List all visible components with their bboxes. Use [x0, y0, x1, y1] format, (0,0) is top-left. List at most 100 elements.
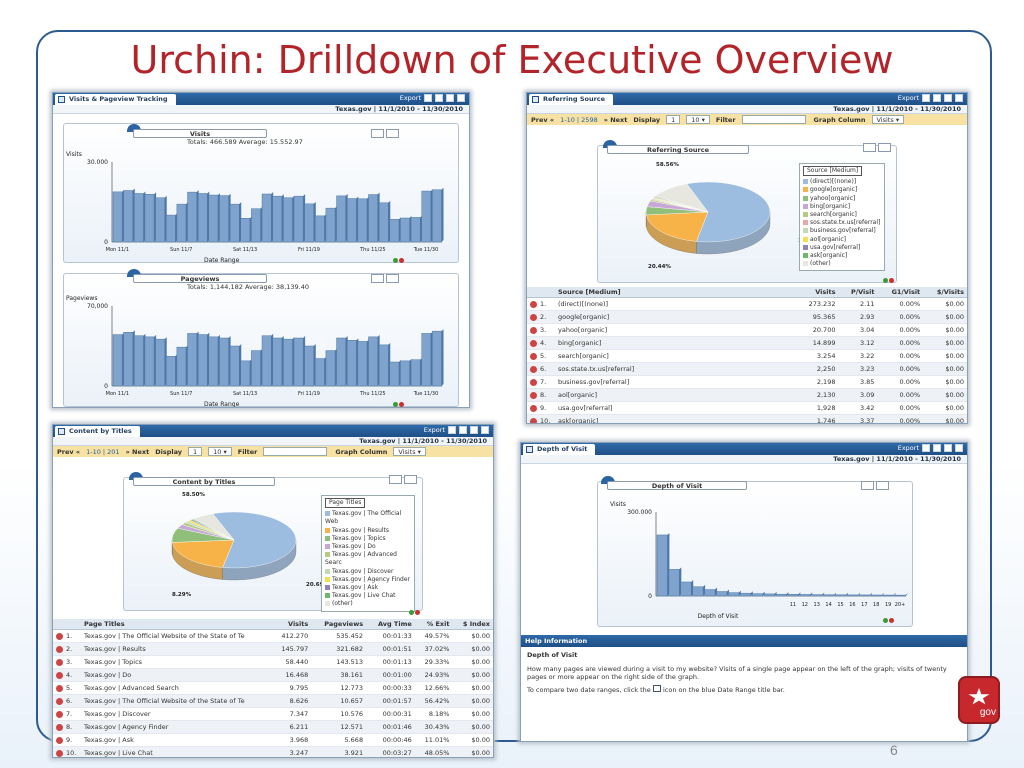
- table-row[interactable]: 9. usa.gov[referral] 1,928 3.42 0.00% $0.00: [527, 401, 967, 415]
- row-label-link[interactable]: aol[organic]: [555, 388, 795, 402]
- row-label-link[interactable]: Texas.gov | The Official Website of the …: [81, 629, 271, 643]
- content-date-range[interactable]: Texas.gov | 11/1/2010 - 11/30/2010: [53, 437, 493, 446]
- export-xml-icon[interactable]: [933, 444, 941, 452]
- row-label-link[interactable]: Texas.gov | Topics: [81, 655, 271, 669]
- row-label-link[interactable]: business.gov[referral]: [555, 375, 795, 389]
- export-button[interactable]: Export: [399, 94, 421, 102]
- visits-tab[interactable]: Visits & Pageview Tracking: [55, 94, 176, 105]
- drilldown-icon[interactable]: [530, 365, 537, 373]
- drilldown-icon[interactable]: [530, 339, 537, 347]
- drilldown-icon[interactable]: [530, 404, 537, 412]
- table-row[interactable]: 1. (direct)[(none)] 273.232 2.11 0.00% $0.00: [527, 297, 967, 311]
- table-row[interactable]: 6. sos.state.tx.us[referral] 2,250 3.23 0.00…: [527, 362, 967, 376]
- table-row[interactable]: 8. Texas.gov | Agency Finder 6.211 12.571 00…: [53, 720, 493, 734]
- pie-chart-icon[interactable]: [389, 475, 402, 484]
- bar-chart-icon[interactable]: [861, 481, 874, 490]
- referring-tab[interactable]: Referring Source: [529, 94, 614, 105]
- column-header[interactable]: $/Visits: [923, 287, 967, 298]
- export-button[interactable]: Export: [423, 426, 445, 434]
- line-chart-icon[interactable]: [876, 481, 889, 490]
- page-input[interactable]: 1: [188, 447, 203, 456]
- table-row[interactable]: 7. business.gov[referral] 2,198 3.85 0.00% $0…: [527, 375, 967, 389]
- row-label-link[interactable]: yahoo[organic]: [555, 323, 795, 337]
- row-label-link[interactable]: ask[organic]: [555, 414, 795, 423]
- row-label-link[interactable]: (direct)[(none)]: [555, 297, 795, 311]
- bar-chart-icon[interactable]: [371, 129, 384, 138]
- export-excel-icon[interactable]: [944, 444, 952, 452]
- table-row[interactable]: 3. Texas.gov | Topics 58.440 143.513 00:01:1…: [53, 655, 493, 669]
- drilldown-icon[interactable]: [530, 313, 537, 321]
- filter-input[interactable]: [263, 447, 328, 456]
- column-header[interactable]: Page Titles: [81, 619, 271, 630]
- depth-date-range[interactable]: Texas.gov | 11/1/2010 - 11/30/2010: [521, 455, 967, 464]
- export-xml-icon[interactable]: [435, 94, 443, 102]
- row-label-link[interactable]: Texas.gov | Agency Finder: [81, 720, 271, 734]
- table-row[interactable]: 2. Texas.gov | Results 145.797 321.682 00:01…: [53, 642, 493, 656]
- print-icon[interactable]: [955, 94, 963, 102]
- line-chart-icon[interactable]: [386, 129, 399, 138]
- drilldown-icon[interactable]: [56, 723, 63, 731]
- drilldown-icon[interactable]: [530, 300, 537, 308]
- next-button[interactable]: » Next: [125, 447, 150, 456]
- row-label-link[interactable]: Texas.gov | Live Chat: [81, 746, 271, 757]
- export-pdf-icon[interactable]: [922, 444, 930, 452]
- drilldown-icon[interactable]: [530, 326, 537, 334]
- drilldown-icon[interactable]: [56, 684, 63, 692]
- drilldown-icon[interactable]: [56, 736, 63, 744]
- drilldown-icon[interactable]: [56, 697, 63, 705]
- next-button[interactable]: » Next: [603, 115, 628, 124]
- table-row[interactable]: 8. aol[organic] 2,130 3.09 0.00% $0.00: [527, 388, 967, 402]
- export-excel-icon[interactable]: [446, 94, 454, 102]
- drilldown-icon[interactable]: [530, 352, 537, 360]
- column-header[interactable]: Avg Time: [366, 619, 415, 630]
- prev-button[interactable]: Prev «: [57, 447, 81, 456]
- export-button[interactable]: Export: [897, 444, 919, 452]
- export-xml-icon[interactable]: [933, 94, 941, 102]
- column-header[interactable]: Source [Medium]: [555, 287, 795, 298]
- bar-chart-icon[interactable]: [878, 143, 891, 152]
- table-row[interactable]: 10. Texas.gov | Live Chat 3.247 3.921 00:03:…: [53, 746, 493, 757]
- table-row[interactable]: 7. Texas.gov | Discover 7.347 10.576 00:00:3…: [53, 707, 493, 721]
- table-row[interactable]: 4. Texas.gov | Do 16.468 38.161 00:01:00 24.9…: [53, 668, 493, 682]
- table-row[interactable]: 10. ask[organic] 1,746 3.37 0.00% $0.00: [527, 414, 967, 423]
- filter-input[interactable]: [741, 115, 806, 124]
- depth-tab[interactable]: Depth of Visit: [523, 444, 596, 455]
- drilldown-icon[interactable]: [56, 710, 63, 718]
- row-label-link[interactable]: Texas.gov | The Official Website of the …: [81, 694, 271, 708]
- drilldown-icon[interactable]: [56, 749, 63, 757]
- row-label-link[interactable]: Texas.gov | Do: [81, 668, 271, 682]
- drilldown-icon[interactable]: [530, 417, 537, 423]
- row-label-link[interactable]: usa.gov[referral]: [555, 401, 795, 415]
- referring-date-range[interactable]: Texas.gov | 11/1/2010 - 11/30/2010: [527, 105, 967, 114]
- content-tab[interactable]: Content by Titles: [55, 426, 140, 437]
- display-select[interactable]: 10 ▾: [208, 447, 232, 456]
- bar-chart-icon[interactable]: [371, 274, 384, 283]
- export-pdf-icon[interactable]: [922, 94, 930, 102]
- pie-chart-icon[interactable]: [863, 143, 876, 152]
- table-row[interactable]: 3. yahoo[organic] 20.700 3.04 0.00% $0.00: [527, 323, 967, 337]
- drilldown-icon[interactable]: [56, 658, 63, 666]
- column-header[interactable]: Visits: [795, 287, 839, 298]
- export-xml-icon[interactable]: [459, 426, 467, 434]
- print-icon[interactable]: [457, 94, 465, 102]
- row-label-link[interactable]: Texas.gov | Results: [81, 642, 271, 656]
- column-header[interactable]: P/Visit: [838, 287, 878, 298]
- page-input[interactable]: 1: [666, 115, 681, 124]
- table-row[interactable]: 1. Texas.gov | The Official Website of th…: [53, 629, 493, 643]
- table-row[interactable]: 4. bing[organic] 14.899 3.12 0.00% $0.00: [527, 336, 967, 350]
- row-label-link[interactable]: sos.state.tx.us[referral]: [555, 362, 795, 376]
- bar-chart-icon[interactable]: [404, 475, 417, 484]
- column-header[interactable]: Visits: [271, 619, 312, 630]
- table-row[interactable]: 9. Texas.gov | Ask 3.968 5.668 00:00:46 11.01…: [53, 733, 493, 747]
- row-label-link[interactable]: search[organic]: [555, 349, 795, 363]
- drilldown-icon[interactable]: [530, 391, 537, 399]
- print-icon[interactable]: [481, 426, 489, 434]
- prev-button[interactable]: Prev «: [531, 115, 555, 124]
- row-label-link[interactable]: bing[organic]: [555, 336, 795, 350]
- export-excel-icon[interactable]: [470, 426, 478, 434]
- row-label-link[interactable]: Texas.gov | Discover: [81, 707, 271, 721]
- export-excel-icon[interactable]: [944, 94, 952, 102]
- drilldown-icon[interactable]: [530, 378, 537, 386]
- export-pdf-icon[interactable]: [448, 426, 456, 434]
- graph-column-select[interactable]: Visits ▾: [871, 115, 905, 124]
